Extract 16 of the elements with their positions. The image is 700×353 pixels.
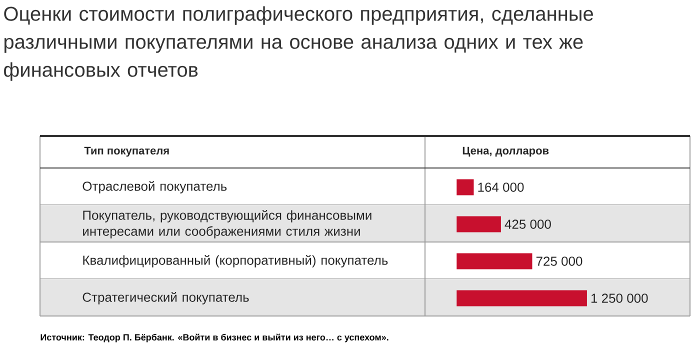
data-label: 425 000 [504,220,551,229]
y-axis-title: Тип покупателя [84,146,169,157]
y-tick-label: Покупатель, руководствующийся финансовыми интересами или соображениями стиля жизни [83,210,372,238]
chart-title: Оценки стоимости полиграфического предприятия, сделанные различными покупателями на основе анализа одних и тех же финансовых отчетов [4,6,593,81]
bar [456,216,501,232]
y-tick-label: Стратегический покупатель [82,292,249,304]
data-label: 725 000 [536,256,582,266]
bar [456,290,587,306]
x-axis-title: Цена, долларов [462,146,549,157]
text: Источник: Теодор П. Бёрбанк. «Войти в бизнес и выйти из него… с успехом». [40,334,388,342]
data-label: 164 000 [478,182,524,192]
y-tick-label: Отраслевой покупатель [82,181,227,194]
y-tick-label: Квалифицированный (корпоративный) покупатель [83,255,388,268]
data-label: 1 250 000 [591,294,648,303]
bar [456,253,532,270]
bar [456,179,474,196]
